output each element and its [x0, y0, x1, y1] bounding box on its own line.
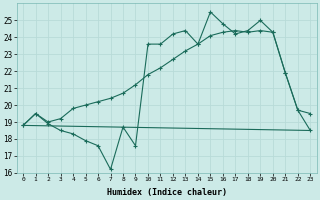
- X-axis label: Humidex (Indice chaleur): Humidex (Indice chaleur): [107, 188, 227, 197]
